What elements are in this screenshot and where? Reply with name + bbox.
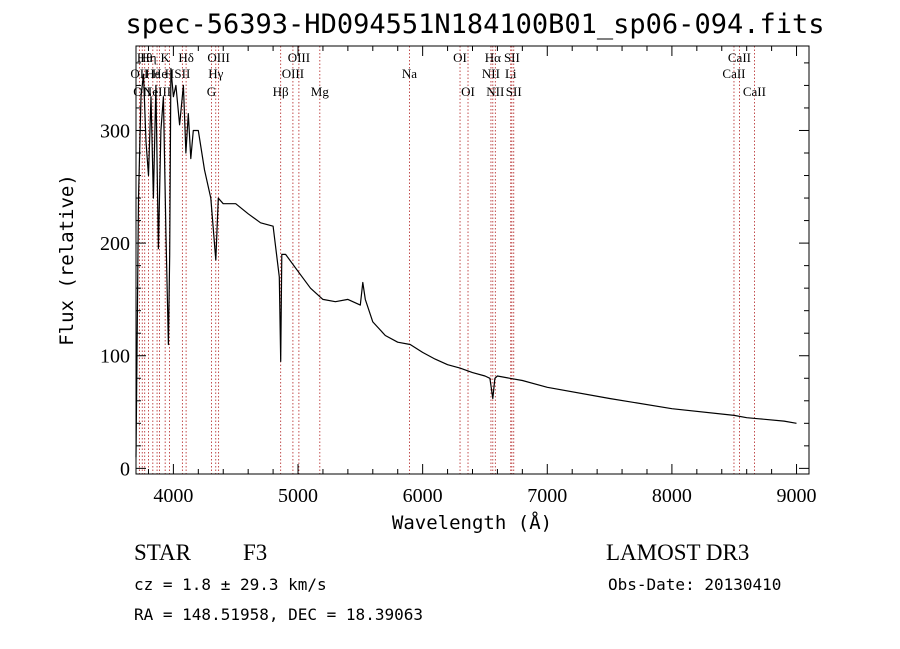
marker-label: G <box>207 84 216 99</box>
redshift-cz: cz = 1.8 ± 29.3 km/s <box>134 575 327 594</box>
survey-name: LAMOST DR3 <box>606 540 749 565</box>
marker-label: NeIII <box>143 84 171 99</box>
marker-label: Na <box>402 66 417 81</box>
marker-label: CaII <box>728 50 751 65</box>
chart-title: spec-56393-HD094551N184100B01_sp06-094.f… <box>126 9 825 40</box>
marker-label: Hγ <box>208 66 223 81</box>
marker-label: SII <box>174 66 190 81</box>
obs-date: Obs-Date: 20130410 <box>608 575 781 594</box>
x-tick-label: 7000 <box>527 485 567 507</box>
x-tick-label: 6000 <box>403 485 443 507</box>
line-markers <box>138 46 755 474</box>
marker-label: OIII <box>282 66 304 81</box>
marker-label: CaII <box>743 84 766 99</box>
x-axis-label: Wavelength (Å) <box>392 511 552 534</box>
marker-label: Hδ <box>178 50 194 65</box>
marker-label: Hα <box>485 50 501 65</box>
marker-label: OI <box>453 50 467 65</box>
marker-label: SII <box>506 84 522 99</box>
marker-label: H <box>165 66 174 81</box>
marker-label: NII <box>486 84 504 99</box>
x-axis-ticks: 4000 5000 6000 7000 8000 9000 <box>147 46 817 507</box>
marker-label: He <box>152 66 167 81</box>
marker-label: Mg <box>311 84 330 99</box>
marker-label: Hβ <box>273 84 289 99</box>
plot-frame <box>135 45 810 475</box>
coordinates: RA = 148.51958, DEC = 18.39063 <box>134 605 423 624</box>
marker-label: Hθ <box>137 50 153 65</box>
x-tick-label: 9000 <box>777 485 817 507</box>
marker-label: OI <box>461 84 475 99</box>
marker-label: K <box>160 50 170 65</box>
marker-label: Li <box>505 66 517 81</box>
marker-label: CaII <box>722 66 745 81</box>
marker-label: NII <box>482 66 500 81</box>
y-axis-ticks: 0 100 200 300 <box>100 62 809 480</box>
x-tick-label: 8000 <box>652 485 692 507</box>
y-tick-label: 300 <box>100 120 130 142</box>
object-class: STAR <box>134 540 192 565</box>
y-tick-label: 0 <box>120 458 130 480</box>
x-tick-label: 4000 <box>153 485 193 507</box>
y-axis-label: Flux (relative) <box>56 174 78 346</box>
subclass: F3 <box>243 540 267 565</box>
y-tick-label: 100 <box>100 346 130 368</box>
marker-label: OIII <box>207 50 229 65</box>
marker-label: SII <box>504 50 520 65</box>
spectrum-line <box>135 67 797 458</box>
marker-label: He <box>145 66 160 81</box>
marker-label: OII <box>133 84 151 99</box>
x-tick-label: 5000 <box>278 485 318 507</box>
marker-label: Hη <box>140 50 156 65</box>
y-tick-label: 200 <box>100 233 130 255</box>
marker-label: OIII <box>288 50 310 65</box>
